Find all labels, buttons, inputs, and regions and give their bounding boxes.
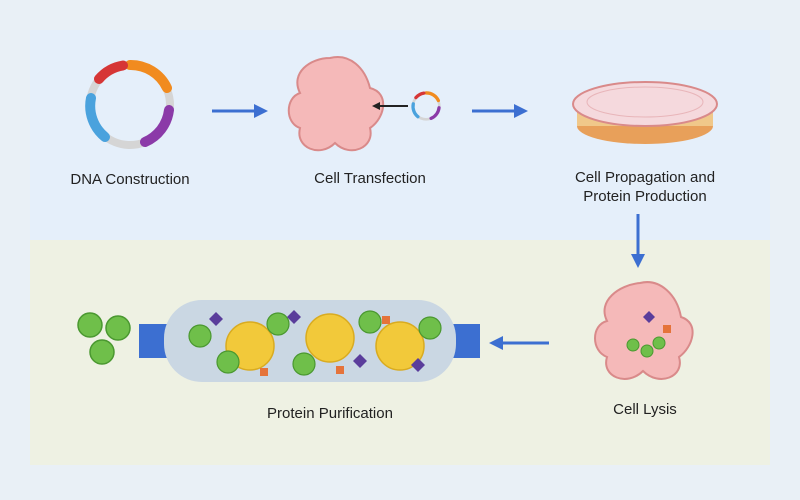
label-purification: Protein Purification <box>180 405 480 424</box>
label-transfection: Cell Transfection <box>280 170 460 189</box>
step-cell-lysis: Cell Lysis <box>570 275 720 420</box>
step-dna-construction: DNA Construction <box>55 50 205 190</box>
label-propagation: Cell Propagation and Protein Production <box>545 169 745 207</box>
step-protein-purification: Protein Purification <box>60 280 480 424</box>
transfection-icon <box>280 48 460 163</box>
label-dna: DNA Construction <box>55 171 205 190</box>
purification-icon <box>60 280 480 400</box>
dish-icon <box>565 58 725 158</box>
plasmid-icon <box>75 50 185 160</box>
arrow-2 <box>470 100 530 122</box>
arrow-3 <box>627 212 649 270</box>
arrow-1 <box>210 100 270 122</box>
step-cell-propagation: Cell Propagation and Protein Production <box>545 58 745 207</box>
lysis-icon <box>585 275 705 390</box>
step-cell-transfection: Cell Transfection <box>280 48 460 189</box>
label-lysis: Cell Lysis <box>570 401 720 420</box>
arrow-4 <box>485 332 553 354</box>
